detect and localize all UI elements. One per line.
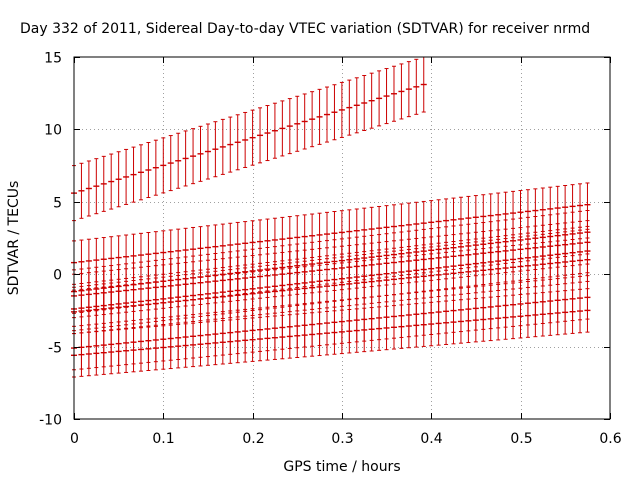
x-tick-label: 0.1 bbox=[152, 431, 174, 447]
data-points bbox=[71, 56, 591, 378]
x-tick-label: 0.5 bbox=[510, 431, 532, 447]
y-tick-label: -10 bbox=[39, 413, 62, 429]
y-tick-label: 0 bbox=[53, 268, 62, 284]
y-tick-label: -5 bbox=[48, 341, 62, 357]
x-tick-label: 0 bbox=[70, 431, 79, 447]
x-tick-label: 0.4 bbox=[420, 431, 442, 447]
y-axis-label: SDTVAR / TECUs bbox=[6, 181, 22, 296]
series-track-1 bbox=[71, 56, 427, 222]
x-axis-label: GPS time / hours bbox=[283, 459, 400, 475]
x-tick-label: 0.3 bbox=[331, 431, 353, 447]
axis-ticks: 0 0.1 0.2 0.3 0.4 0.5 0.6 -10 -5 0 5 10 15 bbox=[39, 51, 622, 448]
x-tick-label: 0.2 bbox=[242, 431, 264, 447]
chart-title: Day 332 of 2011, Sidereal Day-to-day VTE… bbox=[20, 21, 590, 37]
series-track-8 bbox=[71, 288, 591, 378]
y-tick-label: 5 bbox=[53, 196, 62, 212]
y-tick-label: 10 bbox=[44, 123, 62, 139]
x-tick-label: 0.6 bbox=[599, 431, 621, 447]
y-tick-label: 15 bbox=[44, 51, 62, 67]
